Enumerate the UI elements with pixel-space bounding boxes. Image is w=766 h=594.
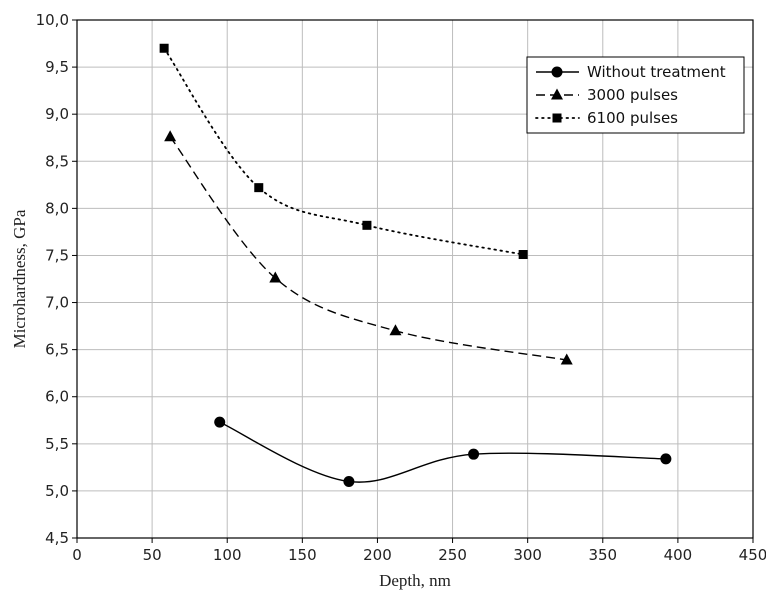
x-tick-label: 150 <box>288 546 317 564</box>
legend-item: 6100 pulses <box>535 109 678 127</box>
series-1 <box>214 416 672 487</box>
series-2 <box>164 130 573 365</box>
x-tick-label: 100 <box>213 546 242 564</box>
y-tick-label: 10,0 <box>36 11 69 29</box>
data-point-triangle <box>389 324 402 336</box>
y-axis-title: Microhardness, GPa <box>10 209 29 348</box>
y-tick-label: 9,5 <box>45 58 69 76</box>
legend-item: Without treatment <box>536 63 726 81</box>
legend-marker-triangle <box>551 88 563 100</box>
y-tick-label: 7,0 <box>45 294 69 312</box>
data-point-square <box>518 250 528 260</box>
data-point-square <box>254 183 264 193</box>
plot-frame <box>76 19 754 539</box>
y-tick-label: 5,0 <box>45 482 69 500</box>
series-layer <box>159 43 672 487</box>
x-tick-label: 200 <box>363 546 392 564</box>
y-tick-label: 6,0 <box>45 388 69 406</box>
x-axis-title: Depth, nm <box>379 571 451 590</box>
y-tick-label: 6,5 <box>45 341 69 359</box>
legend-label: 6100 pulses <box>587 109 678 127</box>
x-tick-label: 400 <box>664 546 693 564</box>
series-line <box>219 421 666 483</box>
data-point-circle <box>468 448 480 460</box>
x-tick-label: 350 <box>588 546 617 564</box>
y-tick-label: 9,0 <box>45 105 69 123</box>
series-line <box>163 47 525 256</box>
data-point-triangle <box>164 130 177 142</box>
x-tick-label: 450 <box>739 546 766 564</box>
data-point-square <box>159 43 169 53</box>
y-tick-label: 8,0 <box>45 199 69 217</box>
legend: Without treatment 3000 pulses 6100 pulses <box>526 56 745 134</box>
x-tick-label: 50 <box>143 546 162 564</box>
legend-label: Without treatment <box>587 63 726 81</box>
legend-marker-square <box>552 113 562 123</box>
y-tick-label: 4,5 <box>45 529 69 547</box>
x-tick-label: 250 <box>438 546 467 564</box>
data-point-triangle <box>269 271 282 283</box>
legend-label: 3000 pulses <box>587 86 678 104</box>
x-tick-label: 0 <box>72 546 82 564</box>
data-point-circle <box>660 453 672 465</box>
data-point-circle <box>343 475 355 487</box>
y-tick-label: 8,5 <box>45 152 69 170</box>
legend-box <box>526 56 745 134</box>
data-point-square <box>362 220 372 230</box>
series-3 <box>159 43 528 260</box>
ticks: 0 50 100 150 200 250 300 350 400 450 4,5 5,0 5,5 6,0 6… <box>36 11 766 564</box>
legend-item: 3000 pulses <box>536 86 678 104</box>
legend-marker-circle <box>551 66 563 78</box>
data-point-triangle <box>560 353 573 365</box>
y-tick-label: 5,5 <box>45 435 69 453</box>
series-line <box>169 136 567 361</box>
y-tick-label: 7,5 <box>45 246 69 264</box>
data-point-circle <box>214 416 226 428</box>
x-tick-label: 300 <box>513 546 542 564</box>
